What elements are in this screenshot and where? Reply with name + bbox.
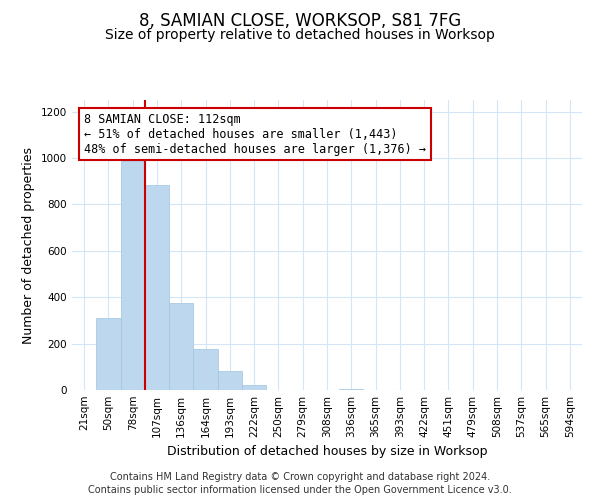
Bar <box>339 389 364 390</box>
Bar <box>96 318 121 390</box>
Text: 8 SAMIAN CLOSE: 112sqm
← 51% of detached houses are smaller (1,443)
48% of semi-: 8 SAMIAN CLOSE: 112sqm ← 51% of detached… <box>84 113 426 156</box>
Bar <box>218 372 242 390</box>
Text: Size of property relative to detached houses in Worksop: Size of property relative to detached ho… <box>105 28 495 42</box>
Bar <box>169 303 193 390</box>
Bar <box>121 162 145 390</box>
Bar <box>193 350 218 390</box>
Text: Contains public sector information licensed under the Open Government Licence v3: Contains public sector information licen… <box>88 485 512 495</box>
Text: 8, SAMIAN CLOSE, WORKSOP, S81 7FG: 8, SAMIAN CLOSE, WORKSOP, S81 7FG <box>139 12 461 30</box>
Bar <box>145 184 169 390</box>
Bar <box>242 386 266 390</box>
Y-axis label: Number of detached properties: Number of detached properties <box>22 146 35 344</box>
X-axis label: Distribution of detached houses by size in Worksop: Distribution of detached houses by size … <box>167 446 487 458</box>
Text: Contains HM Land Registry data © Crown copyright and database right 2024.: Contains HM Land Registry data © Crown c… <box>110 472 490 482</box>
